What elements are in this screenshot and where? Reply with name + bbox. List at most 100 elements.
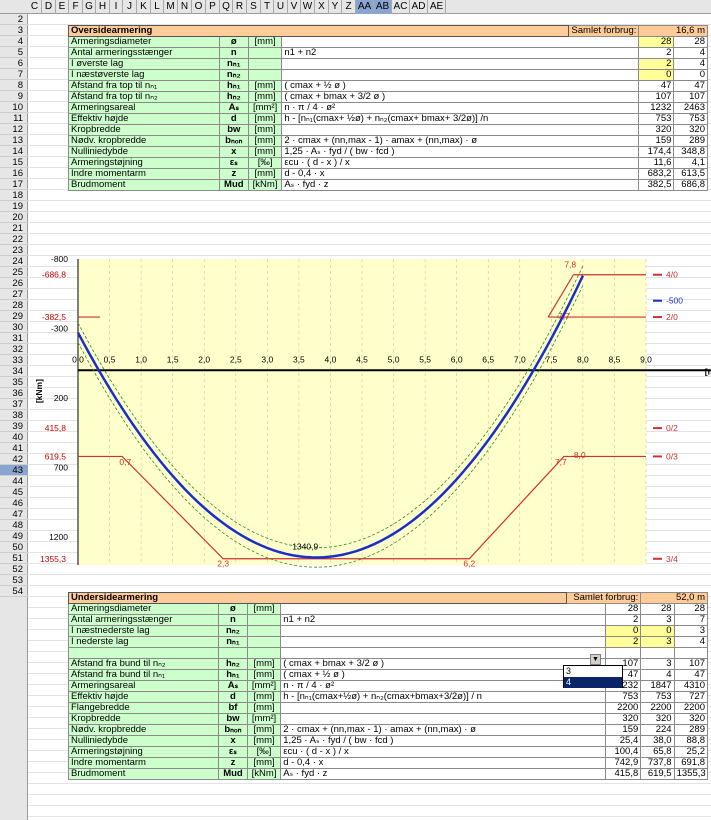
column-header-r[interactable]: R — [233, 0, 247, 14]
row-header-28[interactable]: 28 — [0, 300, 28, 311]
row-header-33[interactable]: 33 — [0, 355, 28, 366]
value-cell[interactable]: 0 — [637, 69, 675, 81]
row-header-3[interactable]: 3 — [0, 25, 28, 36]
column-header-ac[interactable]: AC — [392, 0, 410, 14]
column-header-z[interactable]: Z — [342, 0, 356, 14]
row-header-43[interactable]: 43 — [0, 465, 28, 476]
row-header-32[interactable]: 32 — [0, 344, 28, 355]
value-cell[interactable]: 28 — [637, 36, 675, 48]
row-header-49[interactable]: 49 — [0, 531, 28, 542]
value-cell[interactable]: 619,5 — [640, 768, 675, 780]
column-header-ad[interactable]: AD — [410, 0, 428, 14]
value-cell[interactable]: 25,2 — [673, 746, 709, 758]
row-header-54[interactable]: 54 — [0, 586, 28, 597]
value-cell[interactable]: 28 — [673, 36, 708, 48]
row-header-53[interactable]: 53 — [0, 575, 28, 586]
row-header-11[interactable]: 11 — [0, 113, 28, 124]
row-header-40[interactable]: 40 — [0, 432, 28, 443]
value-cell[interactable]: 320 — [637, 124, 675, 136]
row-header-38[interactable]: 38 — [0, 410, 28, 421]
value-cell[interactable]: 742,9 — [604, 757, 642, 769]
value-cell[interactable]: 613,5 — [673, 168, 708, 180]
value-cell[interactable]: 224 — [640, 724, 675, 736]
column-header-i[interactable]: I — [110, 0, 123, 14]
row-header-24[interactable]: 24 — [0, 256, 28, 267]
value-cell[interactable]: 159 — [604, 724, 642, 736]
value-cell[interactable]: 4 — [673, 47, 708, 59]
value-cell[interactable]: 289 — [673, 724, 709, 736]
column-header-s[interactable]: S — [247, 0, 261, 14]
row-header-21[interactable]: 21 — [0, 223, 28, 234]
row-header-12[interactable]: 12 — [0, 124, 28, 135]
value-cell[interactable]: 0 — [604, 625, 642, 637]
row-header-7[interactable]: 7 — [0, 69, 28, 80]
value-cell[interactable]: 4 — [673, 58, 708, 70]
column-header-n[interactable]: N — [178, 0, 192, 14]
row-header-13[interactable]: 13 — [0, 135, 28, 146]
value-cell[interactable]: 88,8 — [673, 735, 709, 747]
value-cell[interactable]: 0 — [673, 69, 708, 81]
value-cell[interactable]: 47 — [673, 80, 708, 92]
dropdown-option[interactable]: 4 — [564, 677, 622, 688]
value-cell[interactable]: 1847 — [640, 680, 675, 692]
row-header-36[interactable]: 36 — [0, 388, 28, 399]
column-header-p[interactable]: P — [206, 0, 220, 14]
value-cell[interactable]: 2200 — [640, 702, 675, 714]
column-header-aa[interactable]: AA — [356, 0, 374, 14]
row-header-4[interactable]: 4 — [0, 36, 28, 47]
row-header-51[interactable]: 51 — [0, 553, 28, 564]
value-cell[interactable]: 1355,3 — [673, 768, 709, 780]
column-header-d[interactable]: D — [42, 0, 56, 14]
row-header-22[interactable]: 22 — [0, 234, 28, 245]
value-cell[interactable]: 2 — [637, 58, 675, 70]
row-header-2[interactable]: 2 — [0, 14, 28, 25]
column-header-h[interactable]: H — [96, 0, 110, 14]
value-cell[interactable]: 691,8 — [673, 757, 709, 769]
value-cell[interactable]: 415,8 — [604, 768, 642, 780]
row-header-25[interactable]: 25 — [0, 267, 28, 278]
value-cell[interactable]: 348,8 — [673, 146, 708, 158]
row-header-52[interactable]: 52 — [0, 564, 28, 575]
value-cell[interactable]: 2200 — [673, 702, 709, 714]
column-header-w[interactable]: W — [301, 0, 315, 14]
row-header-14[interactable]: 14 — [0, 146, 28, 157]
row-header-48[interactable]: 48 — [0, 520, 28, 531]
column-header-ae[interactable]: AE — [428, 0, 446, 14]
row-header-19[interactable]: 19 — [0, 201, 28, 212]
column-header-j[interactable]: J — [123, 0, 137, 14]
value-cell[interactable]: 159 — [637, 135, 675, 147]
column-header-y[interactable]: Y — [329, 0, 342, 14]
row-header-20[interactable]: 20 — [0, 212, 28, 223]
row-header-41[interactable]: 41 — [0, 443, 28, 454]
row-header-46[interactable]: 46 — [0, 498, 28, 509]
value-cell[interactable]: 65,8 — [640, 746, 675, 758]
value-cell[interactable] — [604, 647, 642, 659]
value-cell[interactable]: 727 — [673, 691, 709, 703]
value-cell[interactable]: 47 — [637, 80, 675, 92]
column-header-c[interactable]: C — [28, 0, 42, 14]
value-cell[interactable]: 3 — [673, 625, 709, 637]
column-header-t[interactable]: T — [261, 0, 274, 14]
value-cell[interactable]: 107 — [673, 91, 708, 103]
row-header-39[interactable]: 39 — [0, 421, 28, 432]
value-cell[interactable]: 174,4 — [637, 146, 675, 158]
column-header-m[interactable]: M — [164, 0, 178, 14]
value-cell[interactable]: 7 — [673, 614, 709, 626]
value-cell[interactable]: 2 — [604, 636, 642, 648]
value-cell[interactable]: 4310 — [673, 680, 709, 692]
value-cell[interactable]: 320 — [604, 713, 642, 725]
dropdown-option[interactable]: 3 — [566, 666, 572, 676]
row-header-37[interactable]: 37 — [0, 399, 28, 410]
column-header-g[interactable]: G — [83, 0, 96, 14]
value-cell[interactable]: 753 — [673, 113, 708, 125]
value-cell[interactable] — [640, 647, 675, 659]
value-cell[interactable]: 107 — [637, 91, 675, 103]
value-cell[interactable]: 753 — [604, 691, 642, 703]
value-cell[interactable]: 2 — [604, 614, 642, 626]
value-cell[interactable]: 11,6 — [637, 157, 675, 169]
row-header-8[interactable]: 8 — [0, 80, 28, 91]
row-header-23[interactable]: 23 — [0, 245, 28, 256]
row-header-50[interactable]: 50 — [0, 542, 28, 553]
value-cell[interactable]: 100,4 — [604, 746, 642, 758]
